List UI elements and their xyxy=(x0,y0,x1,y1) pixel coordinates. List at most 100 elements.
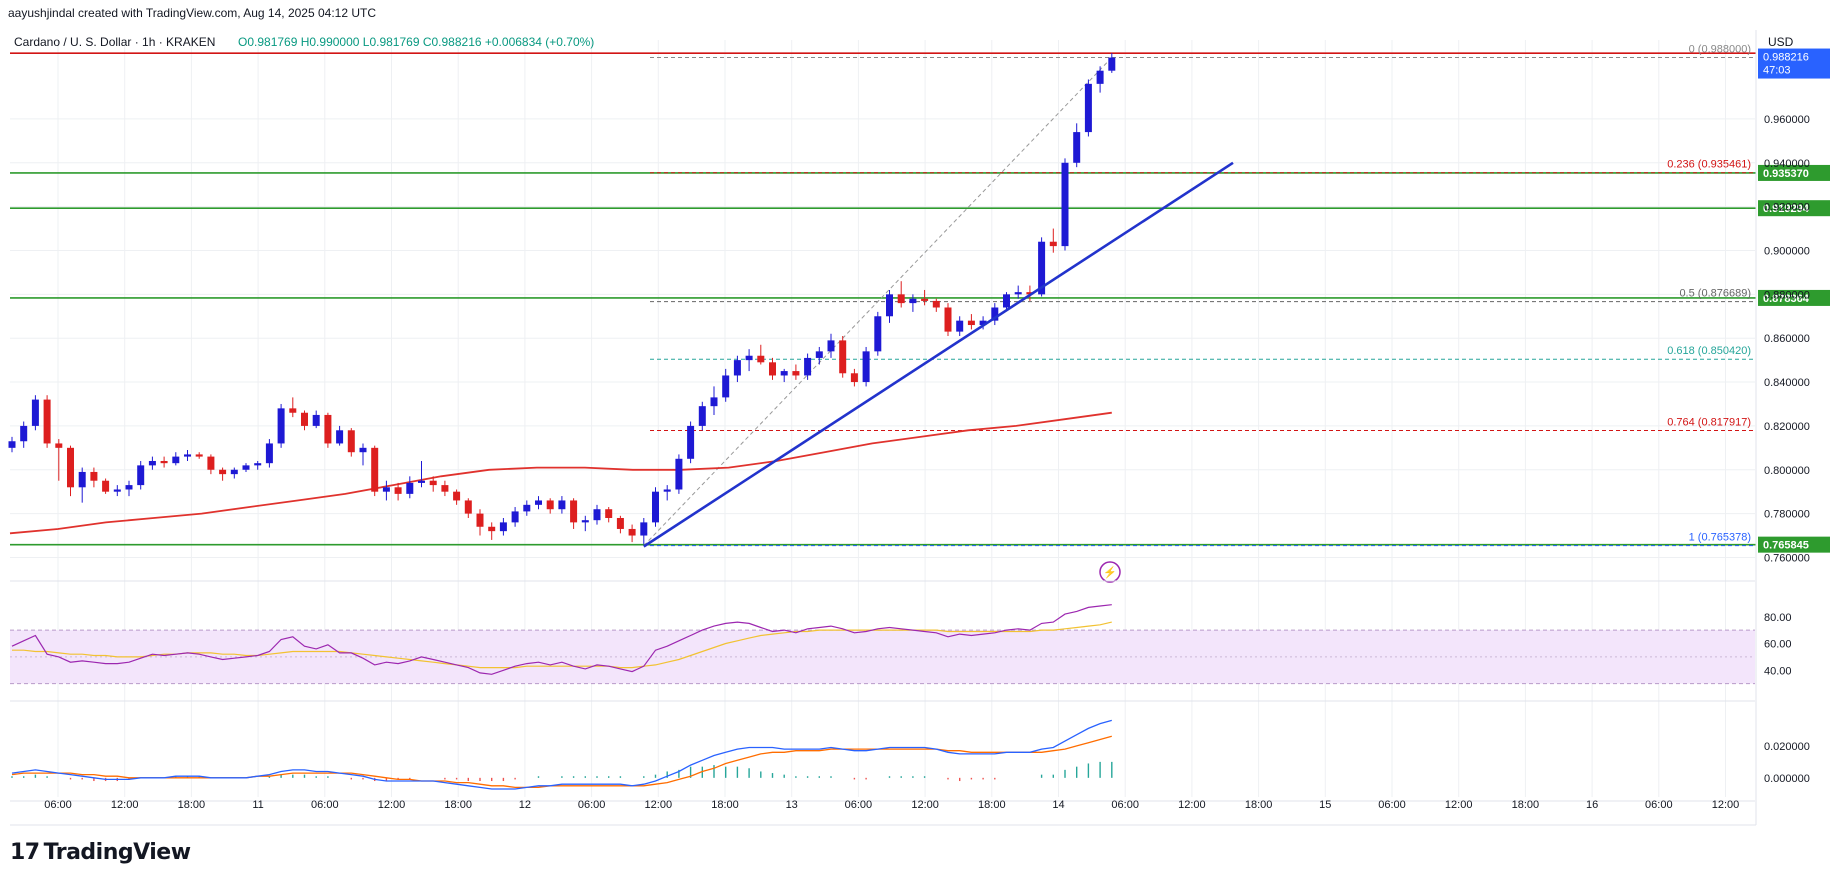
attribution-header: aayushjindal created with TradingView.co… xyxy=(8,6,377,20)
candle-body xyxy=(733,360,741,376)
candle-body xyxy=(1003,294,1010,308)
level-price-badge xyxy=(1758,164,1830,181)
price-tick-label: 0.960000 xyxy=(1764,114,1810,126)
candle-body xyxy=(640,522,648,536)
candle-body xyxy=(1014,292,1022,295)
time-tick-label: 12 xyxy=(519,799,531,811)
time-tick-label: 06:00 xyxy=(1378,799,1406,811)
rsi-tick-label: 40.00 xyxy=(1764,665,1792,677)
candle-body xyxy=(219,469,227,475)
time-tick-label: 14 xyxy=(1052,799,1064,811)
candle-body xyxy=(1026,292,1034,295)
tv-logo-icon: 𝟭𝟳 xyxy=(10,840,40,865)
macd-tick-label: 0.000000 xyxy=(1764,773,1810,785)
price-tick-label: 0.920000 xyxy=(1764,202,1810,214)
candle-body xyxy=(20,425,28,442)
time-tick-label: 12:00 xyxy=(645,799,673,811)
candle-body xyxy=(67,447,74,488)
time-tick-label: 06:00 xyxy=(311,799,339,811)
time-tick-label: 15 xyxy=(1319,799,1331,811)
currency-label: USD xyxy=(1768,35,1794,49)
candle-body xyxy=(652,491,659,523)
axes: 0.760000 0.780000 0.800000 0.820000 0.840000… xyxy=(10,30,1830,826)
time-tick-label: 18:00 xyxy=(711,799,739,811)
candle-body xyxy=(663,489,671,492)
time-tick-label: 13 xyxy=(786,799,798,811)
fib-level-label: 1 (0.765378) xyxy=(1689,532,1751,544)
price-tick-label: 0.860000 xyxy=(1764,333,1810,345)
candle-body xyxy=(1038,241,1046,295)
candle-body xyxy=(967,320,975,326)
candle-body xyxy=(289,408,297,413)
candle-body xyxy=(148,460,156,466)
candle-body xyxy=(897,294,905,304)
candle-body xyxy=(839,340,847,374)
time-tick-label: 06:00 xyxy=(44,799,72,811)
level-price-label: 0.765845 xyxy=(1763,540,1809,552)
level-price-label: 0.935370 xyxy=(1763,168,1809,180)
candle-body xyxy=(827,340,835,352)
candle-body xyxy=(956,320,964,332)
candle-body xyxy=(944,307,952,332)
candle-body xyxy=(523,504,531,512)
candle-body xyxy=(418,480,425,483)
candle-body xyxy=(301,412,308,426)
time-tick-label: 06:00 xyxy=(845,799,873,811)
candle-body xyxy=(453,491,461,501)
candle-body xyxy=(90,471,98,481)
time-tick-label: 06:00 xyxy=(578,799,606,811)
time-tick-label: 06:00 xyxy=(1111,799,1139,811)
candle-body xyxy=(55,443,63,448)
candle-body xyxy=(125,485,133,490)
candle-body xyxy=(862,351,870,383)
candle-body xyxy=(464,500,472,514)
fib-level-label: 0.5 (0.876689) xyxy=(1679,288,1751,300)
candle-body xyxy=(359,447,367,453)
rsi-line xyxy=(11,604,1112,675)
candle-body xyxy=(441,485,449,492)
candle-body xyxy=(336,430,344,444)
fib-level-label: 0 (0.988000) xyxy=(1689,44,1751,56)
candle-body xyxy=(1108,57,1116,71)
candle-body xyxy=(230,469,238,475)
alert-icon-glyph: ⚡ xyxy=(1103,566,1117,579)
fibonacci-retracement: 0 (0.988000) 0.236 (0.935461) 0.5 (0.87668… xyxy=(643,44,1755,547)
candle-body xyxy=(1061,162,1069,247)
candle-body xyxy=(698,406,706,426)
time-tick-label: 18:00 xyxy=(444,799,472,811)
candle-body xyxy=(242,465,250,470)
time-tick-label: 18:00 xyxy=(1512,799,1540,811)
candle-body xyxy=(382,487,390,492)
time-tick-label: 12:00 xyxy=(1178,799,1206,811)
candle-body xyxy=(43,399,51,444)
candle-body xyxy=(172,456,180,464)
candle-body xyxy=(745,355,753,361)
fib-level-label: 0.764 (0.817917) xyxy=(1667,416,1751,428)
candle-body xyxy=(1096,70,1104,84)
current-price-badge xyxy=(1758,48,1830,79)
candle-body xyxy=(535,500,542,505)
candle-body xyxy=(1084,83,1092,133)
time-tick-label: 12:00 xyxy=(911,799,939,811)
time-tick-label: 11 xyxy=(252,799,263,811)
fib-level-label: 0.236 (0.935461) xyxy=(1667,159,1751,171)
moving-average xyxy=(9,411,1112,535)
candle-body xyxy=(722,375,730,398)
candle-body xyxy=(499,522,507,532)
level-price-badge xyxy=(1758,289,1830,306)
macd-line xyxy=(11,719,1112,790)
ma-line xyxy=(9,411,1112,535)
candle-body xyxy=(347,430,355,453)
time-tick-label: 12:00 xyxy=(1712,799,1740,811)
candle-body xyxy=(675,458,683,490)
level-price-badge xyxy=(1758,200,1830,217)
candlestick-series xyxy=(8,53,1116,545)
candle-body xyxy=(184,454,191,457)
time-tick-label: 18:00 xyxy=(1245,799,1273,811)
candle-body xyxy=(1073,132,1081,163)
candle-body xyxy=(429,480,437,486)
candle-body xyxy=(593,509,601,521)
rsi-tick-label: 60.00 xyxy=(1764,639,1792,651)
tradingview-logo[interactable]: 𝟭𝟳 TradingView xyxy=(10,840,191,865)
